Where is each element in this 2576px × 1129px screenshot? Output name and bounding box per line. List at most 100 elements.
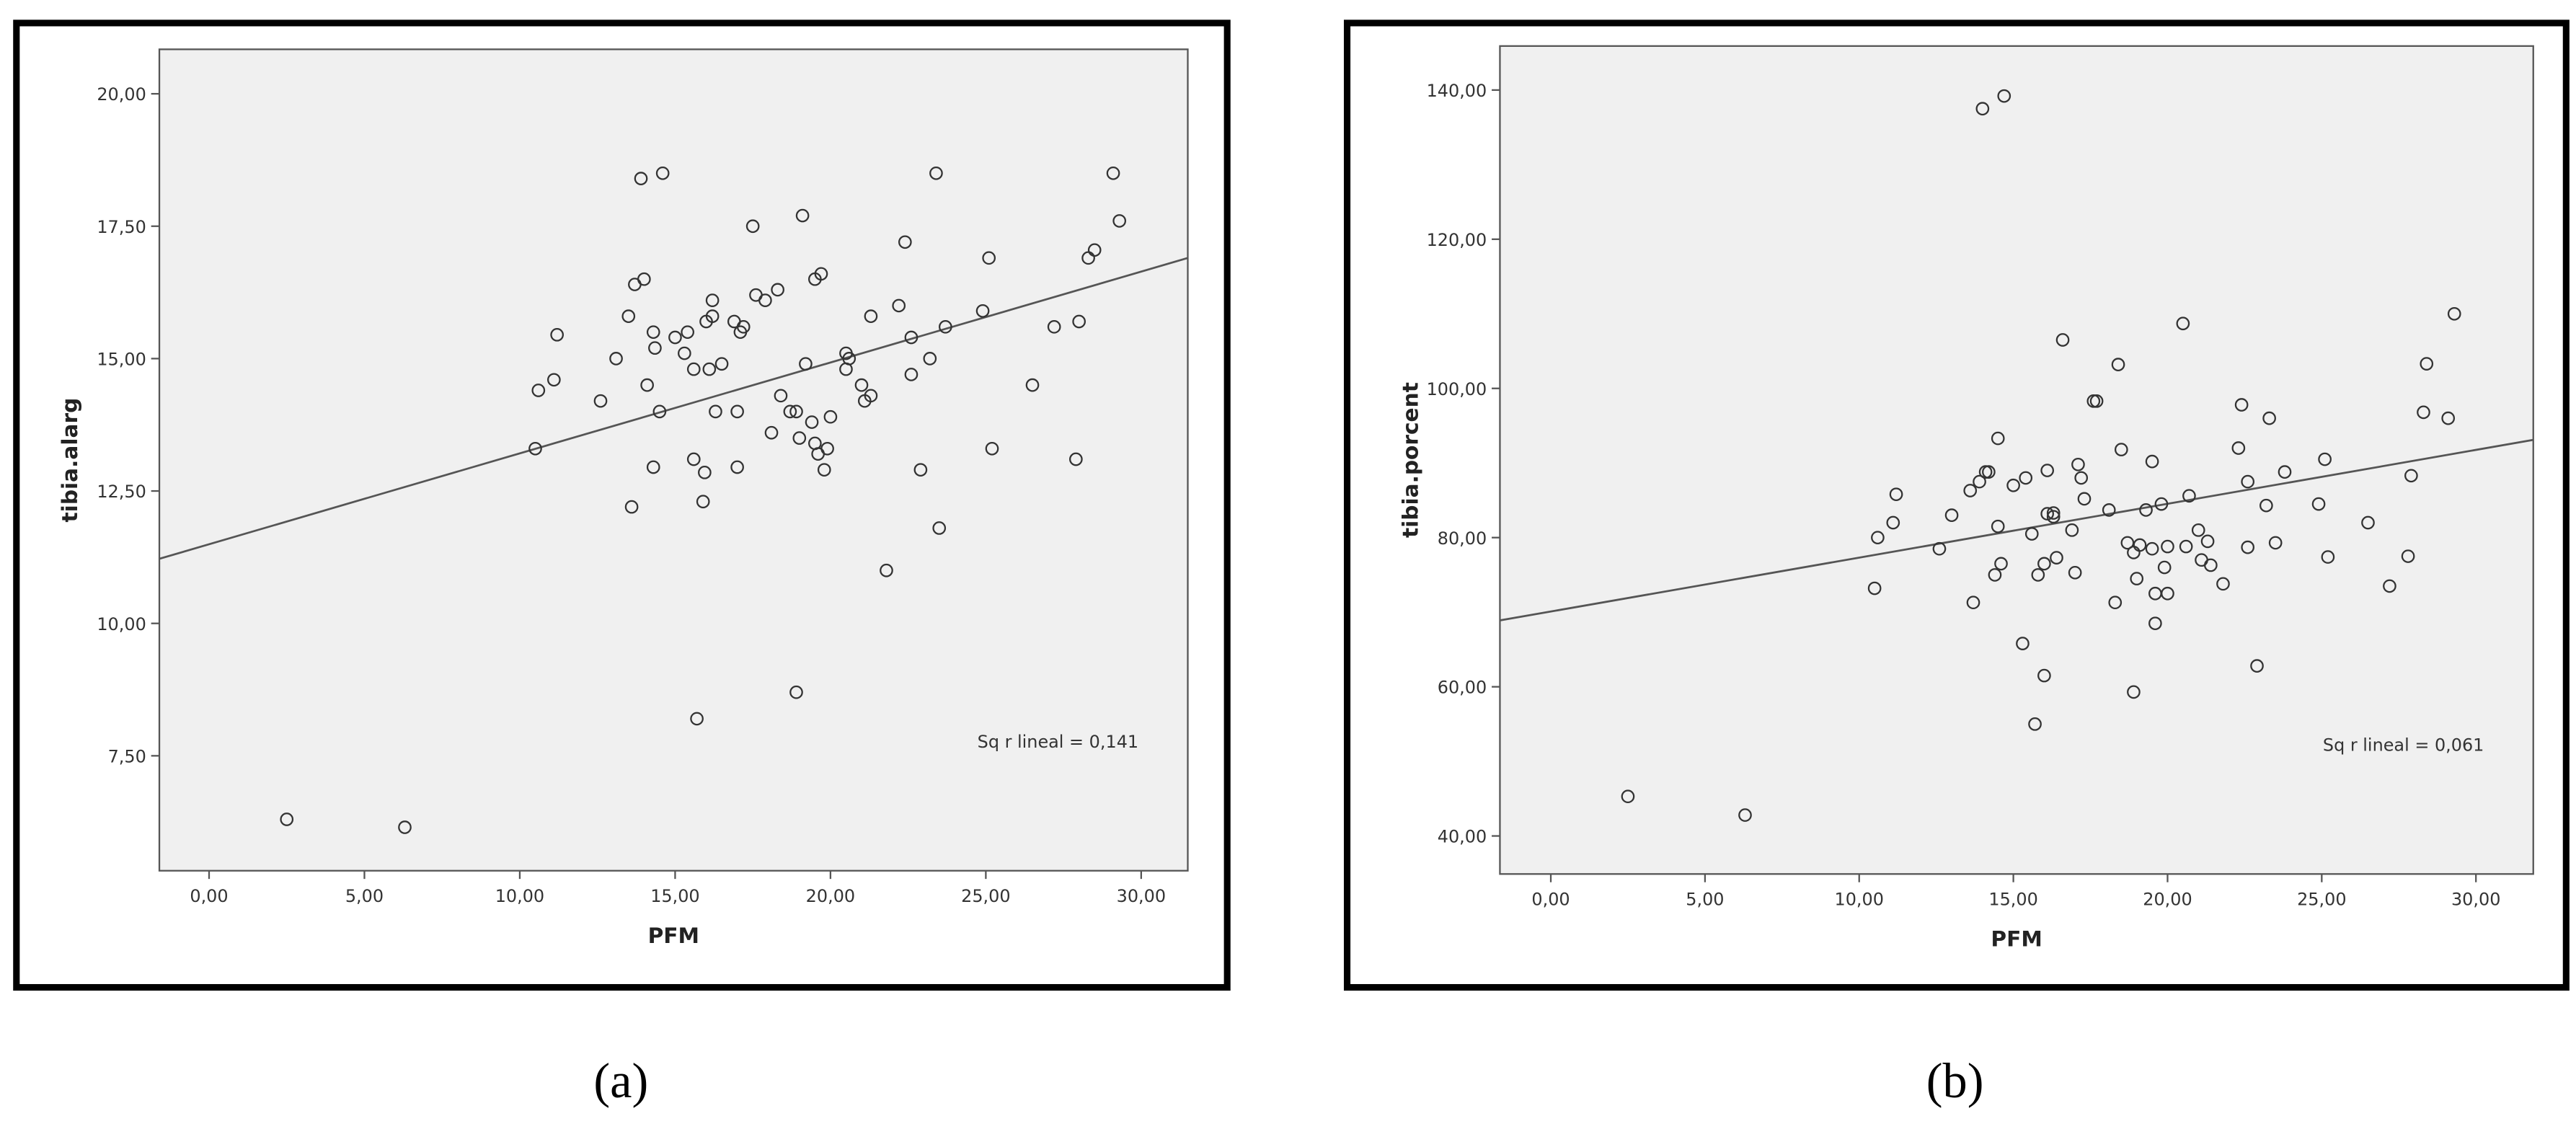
data-point bbox=[2161, 539, 2174, 554]
y-tick-label: 80,00 bbox=[1438, 528, 1487, 549]
data-point bbox=[904, 368, 919, 381]
data-point bbox=[2200, 534, 2215, 549]
data-point bbox=[648, 341, 662, 355]
data-point bbox=[2139, 503, 2153, 517]
data-point bbox=[854, 378, 869, 392]
caption: (a) bbox=[593, 1053, 648, 1108]
data-point bbox=[730, 404, 744, 419]
data-point bbox=[2176, 316, 2190, 331]
data-point bbox=[771, 283, 784, 297]
data-point bbox=[2068, 565, 2082, 580]
data-point bbox=[698, 465, 712, 479]
data-point bbox=[1966, 596, 1980, 610]
data-point bbox=[2278, 465, 2292, 479]
data-point bbox=[985, 441, 999, 456]
y-tick-label: 120,00 bbox=[1427, 230, 1487, 250]
data-point bbox=[913, 463, 928, 477]
data-point bbox=[2127, 685, 2141, 699]
annotation: Sq r lineal = 0,061 bbox=[2323, 735, 2484, 755]
data-point bbox=[1973, 474, 1986, 489]
data-point bbox=[2089, 394, 2104, 408]
data-point bbox=[609, 352, 623, 366]
data-point bbox=[2145, 541, 2159, 556]
x-tick-label: 10,00 bbox=[495, 886, 544, 906]
y-tick-label: 60,00 bbox=[1438, 678, 1487, 698]
data-point bbox=[2024, 527, 2039, 541]
data-point bbox=[789, 404, 803, 419]
data-point bbox=[736, 319, 751, 334]
data-point bbox=[280, 813, 294, 826]
data-point bbox=[1047, 319, 1061, 334]
x-tick-label: 30,00 bbox=[2451, 890, 2500, 910]
data-point bbox=[892, 298, 906, 313]
fit-line bbox=[159, 257, 1188, 560]
x-tick-label: 20,00 bbox=[2143, 890, 2192, 910]
y-tick-label: 7,50 bbox=[108, 746, 146, 766]
data-point bbox=[681, 325, 695, 340]
x-tick-label: 5,00 bbox=[345, 886, 384, 906]
data-point bbox=[652, 404, 667, 419]
y-tick-label: 12,50 bbox=[97, 482, 146, 502]
data-point bbox=[923, 352, 937, 366]
data-point bbox=[939, 319, 952, 334]
data-point bbox=[814, 267, 828, 281]
x-tick-label: 15,00 bbox=[650, 886, 699, 906]
data-point bbox=[686, 362, 701, 376]
data-point bbox=[2037, 557, 2051, 571]
data-point bbox=[2050, 551, 2063, 564]
x-tick-label: 0,00 bbox=[190, 886, 228, 906]
data-point bbox=[764, 425, 779, 440]
data-point bbox=[2441, 411, 2456, 425]
data-point bbox=[2037, 668, 2051, 683]
data-point bbox=[789, 685, 803, 699]
data-point bbox=[2040, 464, 2055, 477]
data-point bbox=[745, 219, 760, 234]
data-point bbox=[2179, 539, 2193, 554]
x-tick-label: 20,00 bbox=[806, 886, 855, 906]
data-point bbox=[730, 460, 744, 474]
x-tick-label: 25,00 bbox=[961, 886, 1010, 906]
data-point bbox=[823, 409, 838, 424]
x-tick-label: 30,00 bbox=[1117, 886, 1166, 906]
data-point bbox=[2071, 457, 2085, 471]
data-point bbox=[634, 172, 648, 185]
data-point bbox=[1991, 431, 2005, 446]
data-point bbox=[2154, 497, 2169, 511]
data-point bbox=[2157, 560, 2172, 575]
data-point bbox=[2040, 507, 2055, 521]
data-point bbox=[550, 328, 565, 342]
data-point bbox=[637, 272, 651, 286]
data-point bbox=[2321, 550, 2335, 564]
data-point bbox=[1889, 487, 1903, 502]
data-point bbox=[621, 309, 636, 323]
data-point bbox=[2231, 441, 2246, 455]
y-tick-label: 17,50 bbox=[97, 217, 146, 237]
data-point bbox=[1867, 581, 1882, 596]
data-point bbox=[975, 304, 990, 318]
data-point bbox=[593, 394, 608, 408]
data-point bbox=[2046, 506, 2061, 520]
data-point bbox=[1886, 515, 1900, 530]
data-point bbox=[2447, 306, 2461, 321]
data-point bbox=[2065, 523, 2079, 537]
data-point bbox=[547, 373, 561, 387]
data-point bbox=[1112, 214, 1127, 228]
data-point bbox=[1106, 166, 1120, 180]
y-tick-label: 20,00 bbox=[97, 84, 146, 105]
data-point bbox=[705, 293, 720, 307]
x-axis-label: PFM bbox=[1991, 927, 2042, 952]
data-point bbox=[2318, 452, 2332, 466]
x-tick-label: 15,00 bbox=[1988, 890, 2037, 910]
data-point bbox=[1988, 568, 2002, 582]
data-point bbox=[696, 495, 710, 509]
data-point bbox=[2130, 572, 2144, 585]
data-point bbox=[1621, 789, 1635, 804]
fit-line bbox=[1500, 438, 2533, 621]
data-point bbox=[799, 357, 813, 371]
data-point bbox=[864, 389, 878, 403]
data-point bbox=[1072, 314, 1086, 329]
plot-area bbox=[1499, 45, 2534, 875]
data-point bbox=[904, 330, 919, 345]
data-point bbox=[2077, 492, 2092, 506]
